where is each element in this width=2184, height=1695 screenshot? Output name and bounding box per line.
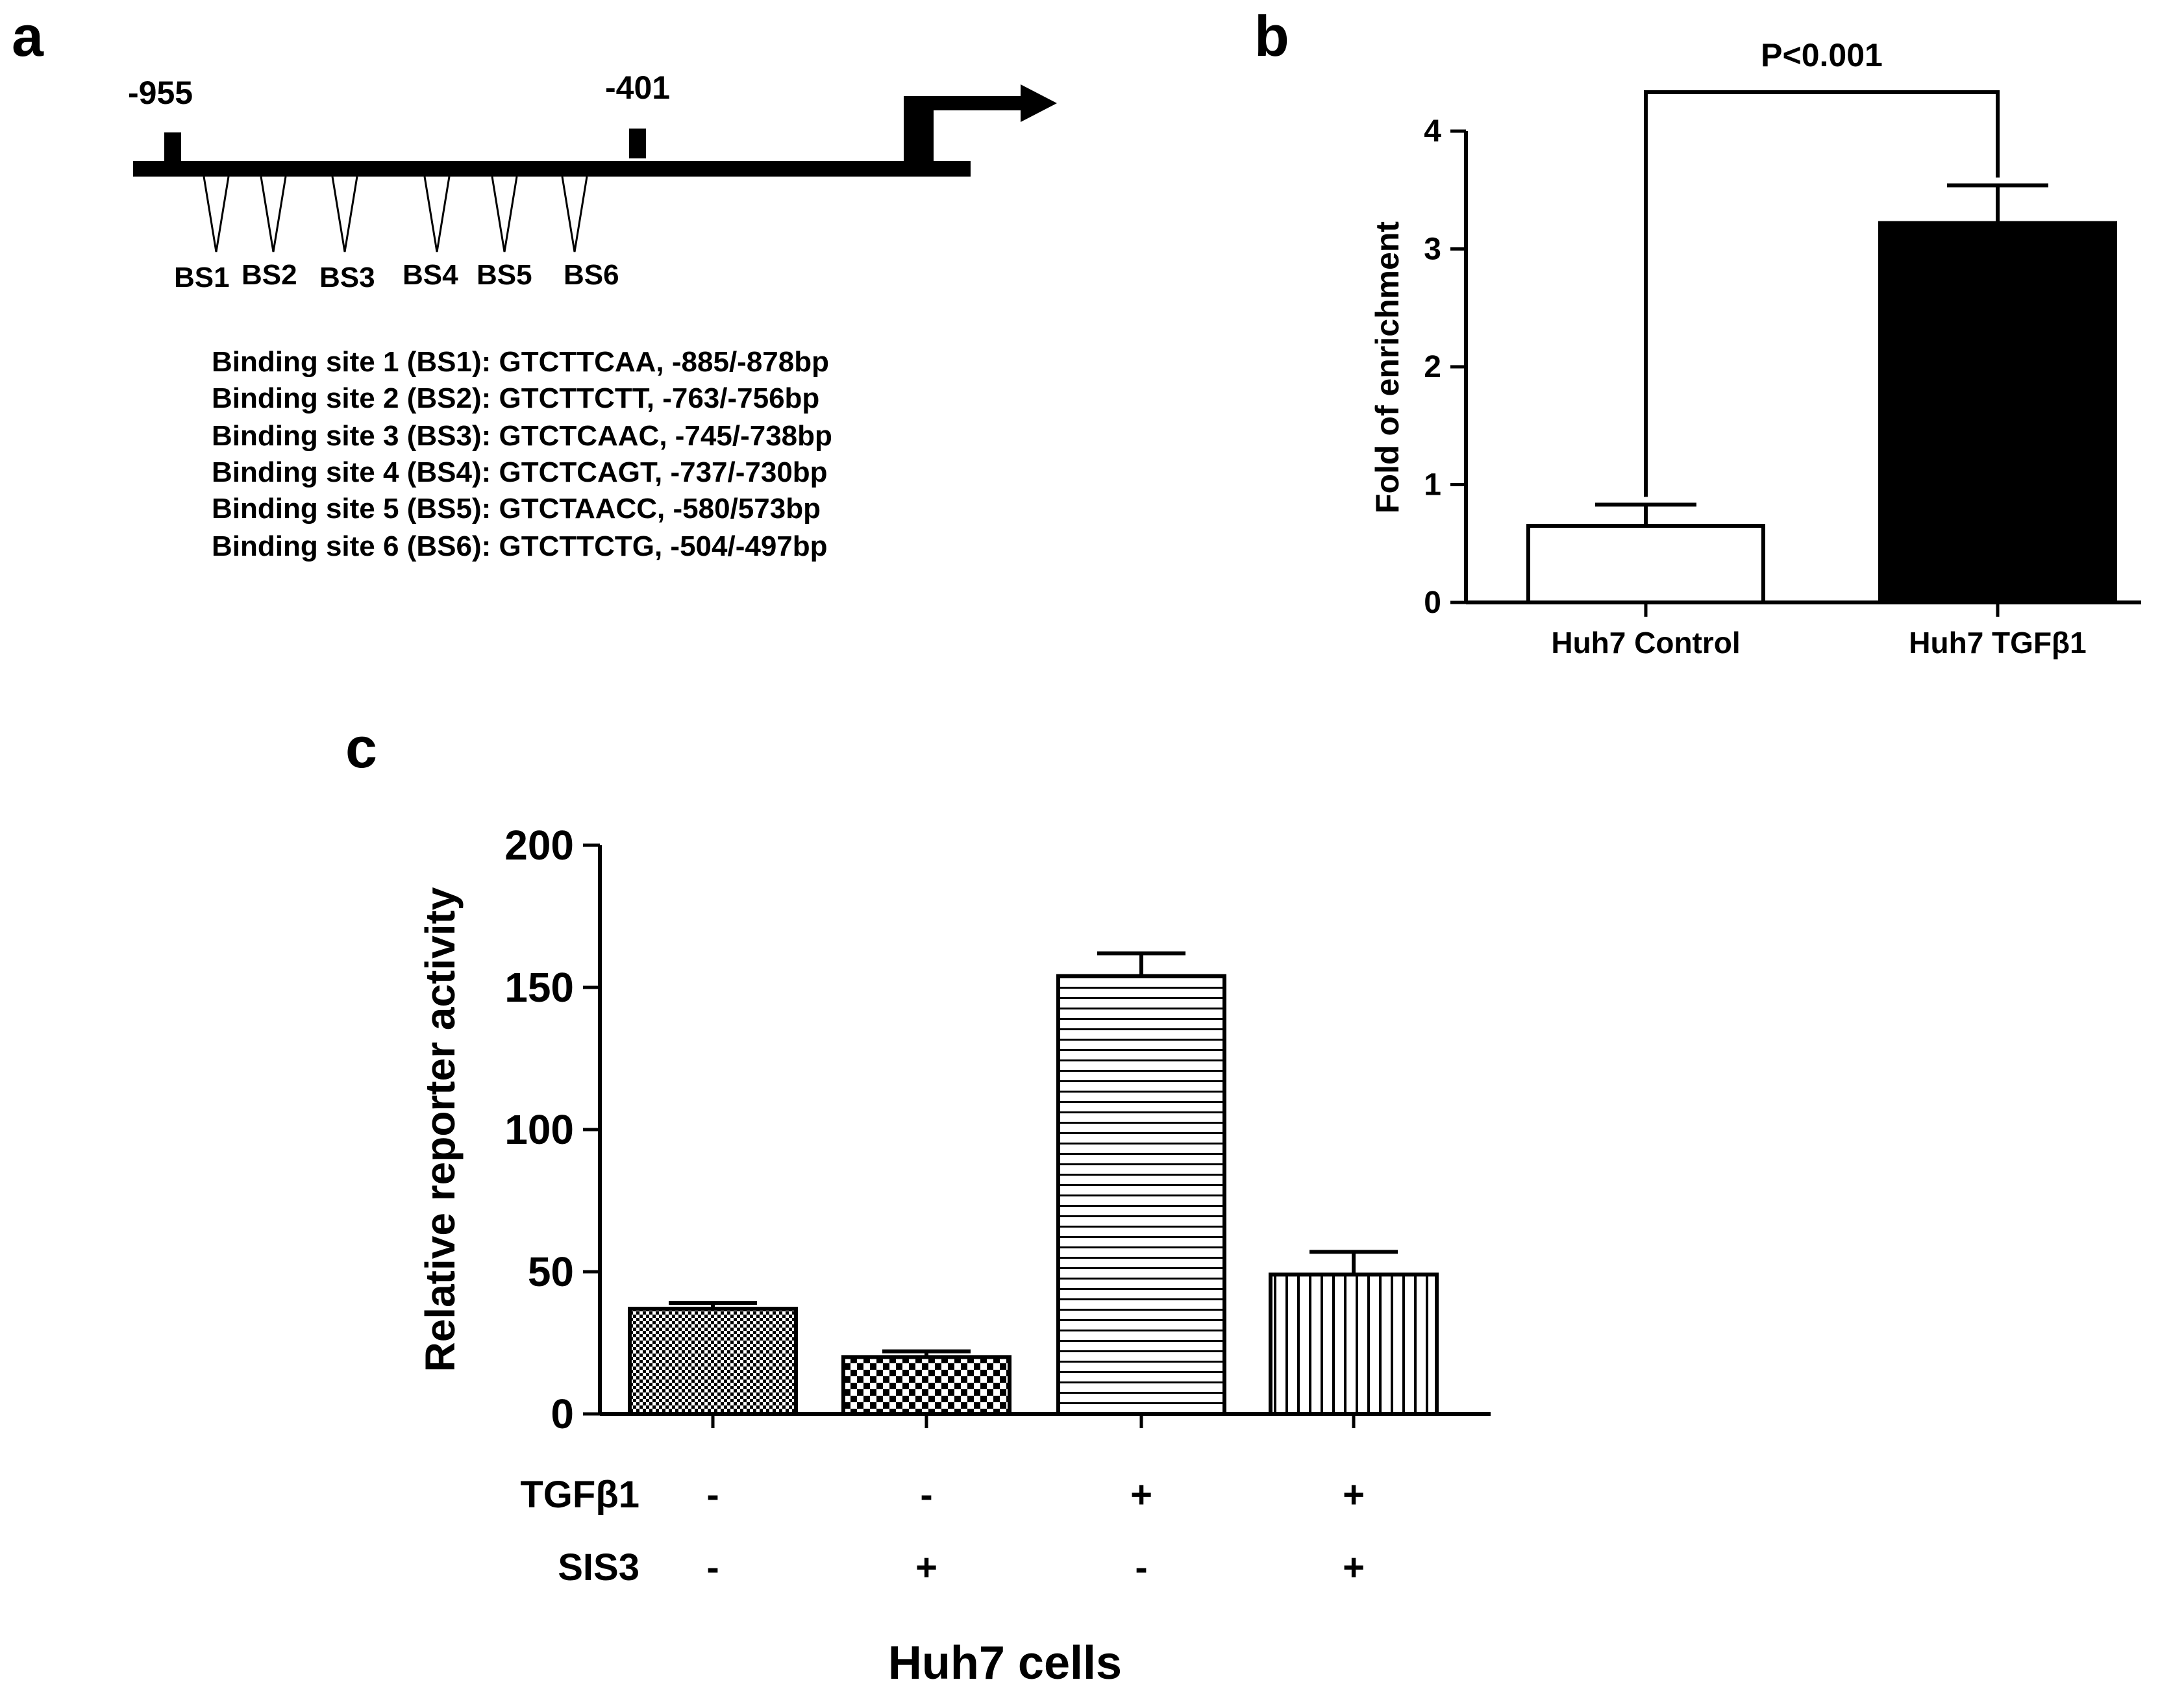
x-axis-label: Huh7 cells — [888, 1637, 1122, 1689]
bs-label-4: BS4 — [403, 259, 458, 291]
x-tick-label: Huh7 TGFβ1 — [1909, 626, 2086, 660]
y-axis-label: Relative reporter activity — [417, 887, 464, 1372]
bs-wedge — [331, 176, 358, 253]
condition-sign: + — [1343, 1546, 1365, 1589]
y-tick-label: 200 — [504, 822, 574, 869]
significance-annotation: P<0.001 — [1761, 37, 1883, 73]
bs-wedge — [260, 176, 287, 253]
bs-label-3: BS3 — [319, 262, 375, 293]
bs-label-6: BS6 — [564, 259, 619, 291]
y-axis-label: Fold of enrichment — [1369, 221, 1406, 513]
site-marker-955 — [164, 132, 181, 162]
bar — [1878, 221, 2117, 604]
condition-sign: + — [915, 1546, 937, 1589]
y-tick-label: 1 — [1424, 468, 1441, 502]
y-tick-label: 2 — [1424, 350, 1441, 384]
bs-label-5: BS5 — [477, 259, 532, 291]
condition-sign: - — [1135, 1546, 1147, 1589]
site-marker-401 — [629, 129, 646, 158]
significance-bracket — [1644, 90, 2000, 497]
promoter-diagram — [133, 84, 1057, 253]
tss-arrow-shaft — [904, 96, 1040, 110]
y-tick-label: 4 — [1424, 114, 1441, 149]
tss-arrowhead — [1021, 84, 1057, 122]
position-label-401: -401 — [605, 69, 671, 106]
binding-site-wedges — [203, 176, 588, 253]
condition-sign: + — [1130, 1474, 1152, 1516]
bs-wedge — [491, 176, 518, 253]
condition-sign: - — [706, 1546, 719, 1589]
y-tick-label: 3 — [1424, 232, 1441, 267]
condition-sign: + — [1343, 1474, 1365, 1516]
y-tick-label: 0 — [1424, 586, 1441, 620]
binding-site-line-1: Binding site 1 (BS1): GTCTTCAA, -885/-87… — [212, 346, 829, 378]
panel-label-b: b — [1254, 4, 1289, 68]
y-tick-label: 0 — [551, 1391, 574, 1437]
y-tick-label: 100 — [504, 1106, 574, 1153]
condition-sign: - — [920, 1474, 932, 1516]
binding-site-line-5: Binding site 5 (BS5): GTCTAACC, -580/573… — [212, 493, 821, 525]
bar — [1269, 1272, 1439, 1416]
bs-label-1: BS1 — [174, 262, 230, 293]
bs-wedge — [423, 176, 451, 253]
condition-label: SIS3 — [558, 1546, 639, 1589]
binding-site-line-3: Binding site 3 (BS3): GTCTCAAC, -745/-73… — [212, 420, 832, 452]
y-tick-label: 50 — [528, 1248, 574, 1295]
bs-wedge — [561, 176, 588, 253]
condition-sign: - — [706, 1474, 719, 1516]
binding-site-line-6: Binding site 6 (BS6): GTCTTCTG, -504/-49… — [212, 530, 828, 562]
promoter-line — [133, 161, 971, 177]
position-label-955: -955 — [128, 75, 193, 111]
x-tick-label: Huh7 Control — [1551, 626, 1740, 660]
bar — [1056, 974, 1226, 1416]
chart-b: 0 1 2 3 4 Fold of enrichment Huh7 Control Huh7 … — [1369, 37, 2141, 660]
y-tick-label: 150 — [504, 964, 574, 1011]
condition-label: TGFβ1 — [520, 1474, 639, 1516]
panel-label-c: c — [345, 715, 377, 780]
binding-site-line-2: Binding site 2 (BS2): GTCTTCTT, -763/-75… — [212, 382, 820, 414]
bs-wedge — [203, 176, 230, 253]
binding-site-line-4: Binding site 4 (BS4): GTCTCAGT, -737/-73… — [212, 456, 828, 488]
bs-label-2: BS2 — [242, 259, 297, 291]
bar — [628, 1306, 798, 1416]
panel-label-a: a — [12, 4, 43, 68]
bar — [841, 1355, 1011, 1416]
